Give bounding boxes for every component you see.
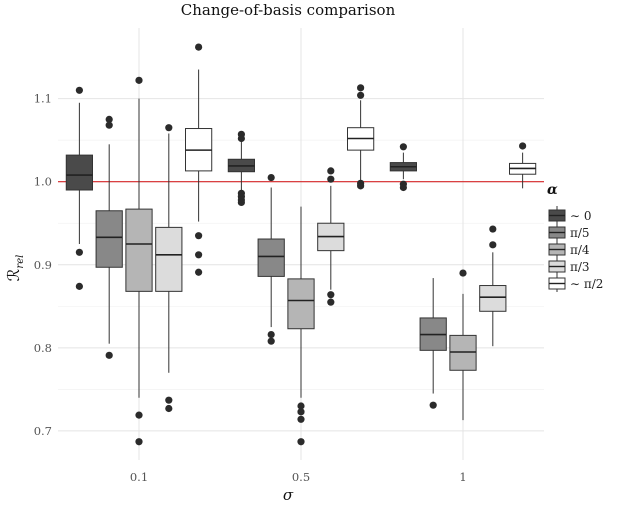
box (155, 124, 183, 413)
box (227, 130, 255, 207)
box-body (155, 226, 183, 292)
outlier-point (165, 404, 173, 413)
chart-title: Change-of-basis comparison (181, 1, 396, 19)
legend-label: ∼ 0 (570, 209, 592, 223)
box-body (479, 285, 507, 312)
y-tick-label: 0.7 (34, 424, 52, 438)
outlier-point (267, 337, 275, 345)
y-tick-label: 1.1 (34, 92, 52, 106)
outlier-point (297, 408, 305, 416)
box (185, 43, 213, 276)
outlier-point (195, 232, 203, 240)
outlier-point (195, 268, 203, 276)
outlier-point (399, 143, 407, 151)
legend-entry: ∼ π/2 (548, 274, 603, 292)
box-body (65, 154, 93, 191)
outlier-point (135, 411, 143, 419)
outlier-point (519, 142, 527, 150)
outlier-point (459, 269, 467, 277)
x-tick-label: 0.5 (292, 470, 310, 484)
box (509, 142, 537, 189)
y-axis-label-subscript: rel (15, 255, 26, 269)
outlier-point (327, 298, 335, 306)
outlier-point (75, 248, 83, 256)
x-tick-labels: 0.1 0.5 1 (130, 470, 467, 484)
box (287, 206, 315, 446)
outlier-point (429, 401, 437, 409)
legend-label: π/3 (570, 260, 590, 274)
outlier-point (195, 251, 203, 259)
outlier-point (357, 182, 365, 190)
box (449, 269, 477, 421)
box-body (125, 208, 153, 292)
outlier-point (357, 84, 365, 92)
legend-entry: π/3 (548, 257, 590, 275)
legend-label: π/4 (570, 243, 590, 257)
outlier-point (327, 167, 335, 175)
box (95, 115, 123, 359)
legend-label: ∼ π/2 (570, 277, 603, 291)
box-body (449, 334, 477, 371)
outlier-point (489, 225, 497, 233)
y-tick-labels: 0.7 0.8 0.9 1.0 1.1 (34, 92, 52, 438)
outlier-point (165, 396, 173, 404)
y-tick-label: 0.9 (34, 258, 52, 272)
outlier-point (105, 115, 113, 123)
outlier-point (357, 91, 365, 99)
outlier-point (489, 241, 497, 249)
y-axis-label-main: ℛ (4, 268, 23, 281)
box (389, 143, 417, 192)
box (257, 173, 285, 345)
box-body (95, 210, 123, 268)
legend-entry: π/4 (548, 240, 590, 258)
outlier-point (267, 330, 275, 339)
y-tick-label: 1.0 (34, 175, 52, 189)
outlier-point (75, 282, 83, 290)
outlier-point (327, 175, 335, 183)
outlier-point (297, 402, 305, 410)
box (479, 225, 507, 347)
box (125, 76, 153, 446)
outlier-point (399, 183, 407, 192)
x-tick-label: 0.1 (130, 470, 148, 484)
box-body (257, 238, 285, 277)
outlier-point (237, 198, 245, 207)
outlier-point (105, 121, 113, 129)
box-layer (65, 43, 537, 446)
box (347, 84, 375, 190)
box (65, 86, 93, 290)
outlier-point (165, 124, 173, 132)
legend: α ∼ 0 π/5 π/4 π/3 ∼ π/2 (547, 182, 603, 292)
svg-text:ℛrel: ℛrel (4, 255, 26, 282)
outlier-point (297, 438, 305, 446)
outlier-point (267, 173, 275, 182)
box (317, 167, 345, 306)
legend-label: π/5 (570, 226, 590, 240)
outlier-point (237, 134, 245, 143)
legend-entry: π/5 (548, 223, 590, 241)
outlier-point (135, 76, 143, 84)
box (419, 278, 447, 409)
x-tick-label: 1 (459, 470, 466, 484)
legend-entry: ∼ 0 (548, 206, 592, 224)
x-axis-label: σ (283, 486, 294, 504)
legend-title: α (547, 182, 558, 198)
outlier-point (297, 415, 305, 423)
outlier-point (327, 291, 335, 299)
outlier-point (195, 43, 203, 51)
box-body (287, 278, 315, 330)
outlier-point (135, 438, 143, 446)
outlier-point (105, 351, 113, 359)
y-tick-label: 0.8 (34, 341, 52, 355)
y-axis-label: ℛrel (4, 255, 26, 282)
outlier-point (75, 86, 83, 94)
